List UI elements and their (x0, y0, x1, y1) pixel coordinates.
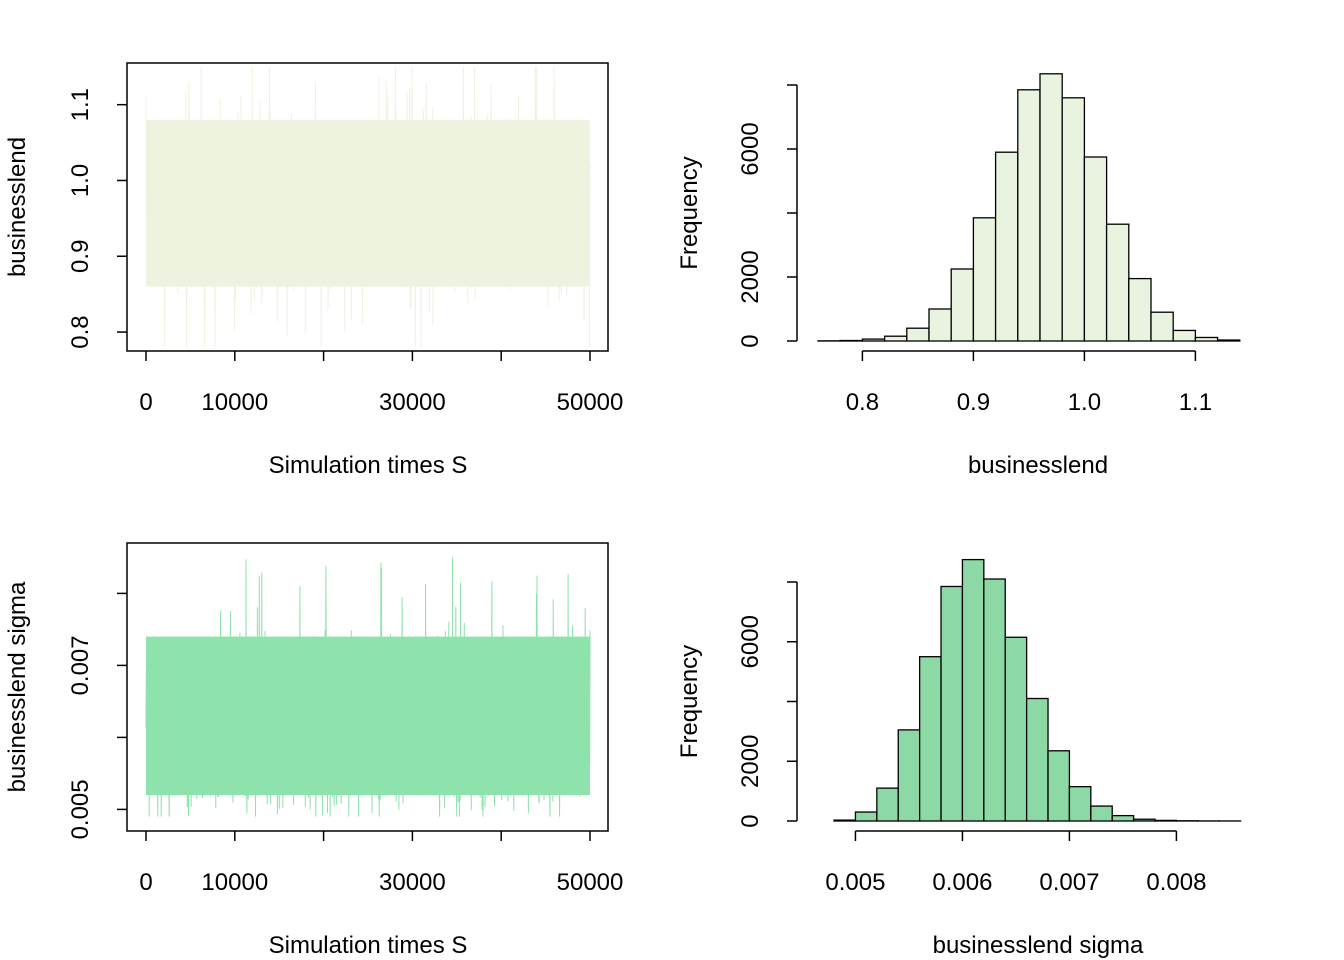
trace-band (146, 119, 590, 287)
x-tick-label: 0.9 (957, 389, 990, 416)
histogram-bar (983, 578, 1006, 822)
x-tick-label: 30000 (379, 869, 446, 896)
x-tick-label: 0.007 (1039, 869, 1099, 896)
x-tick-label: 0.008 (1146, 869, 1206, 896)
histogram-bar (1090, 805, 1113, 822)
x-tick-label: 10000 (201, 389, 268, 416)
x-axis-label: Simulation times S (269, 932, 468, 959)
panel-1: 0 10000 30000 50000 0.8 0.9 1.0 1.1 Simulation t… (4, 62, 624, 479)
x-tick-label: 1.1 (1179, 389, 1212, 416)
x-tick-label: 0.8 (846, 389, 879, 416)
histogram-bar (950, 268, 975, 342)
histogram-bar (961, 558, 985, 822)
trace-band (146, 636, 590, 795)
y-tick-label: 0.9 (67, 240, 94, 273)
x-tick-label: 30000 (379, 389, 446, 416)
x-axis-label: Simulation times S (269, 452, 468, 479)
histogram-bar (1154, 819, 1178, 822)
y-tick-label: 1.1 (67, 88, 94, 121)
histogram-bar (897, 729, 921, 822)
x-tick-label: 0 (139, 869, 152, 896)
y-tick-label: 6000 (737, 122, 764, 175)
x-axis-label: businesslend (968, 452, 1108, 479)
histogram-bar (883, 335, 908, 342)
panel-3: 0 10000 30000 50000 0.005 0.007 Simulation tim… (4, 542, 624, 959)
histogram-bar (1061, 97, 1086, 342)
histogram-bar (1047, 750, 1071, 822)
x-tick-label: 0.006 (932, 869, 992, 896)
y-tick-label: 0.005 (67, 779, 94, 839)
plot-box (126, 542, 609, 832)
histogram-bar (918, 656, 942, 822)
histogram-bar (1083, 156, 1108, 342)
histogram-bar (972, 217, 997, 342)
histogram-bar (861, 338, 886, 342)
histogram-bar (876, 787, 899, 822)
histogram-bar (906, 327, 930, 342)
histogram-bar (928, 308, 952, 342)
x-axis-label: businesslend sigma (933, 932, 1144, 959)
histogram-bar (1025, 697, 1049, 822)
x-tick-label: 50000 (557, 389, 624, 416)
x-tick-label: 10000 (201, 869, 268, 896)
y-tick-label: 0 (737, 334, 764, 347)
histogram-bar (1111, 814, 1135, 822)
plot-box (126, 62, 609, 352)
histogram-bar (1132, 818, 1156, 822)
histogram-bar (1039, 73, 1063, 342)
histogram-bar (1004, 636, 1028, 822)
histogram-bar (1128, 277, 1152, 342)
panel-4: 0.005 0.006 0.007 0.008 0 2000 6000 businesslen… (676, 558, 1242, 959)
y-axis-label: businesslend sigma (4, 581, 31, 792)
y-axis-label: Frequency (676, 156, 703, 269)
y-axis-label: Frequency (676, 645, 703, 758)
x-tick-label: 1.0 (1068, 389, 1101, 416)
histogram-bar (994, 151, 1019, 342)
histogram-bar (1150, 311, 1174, 342)
x-tick-label: 50000 (557, 869, 624, 896)
y-tick-label: 0 (737, 814, 764, 827)
histogram-bar (833, 819, 857, 822)
histogram-bar (940, 585, 964, 822)
histogram-bar (1194, 336, 1219, 342)
y-tick-label: 1.0 (67, 164, 94, 197)
y-tick-label: 0.8 (67, 315, 94, 348)
histogram-bar (1105, 223, 1130, 342)
x-tick-label: 0.005 (825, 869, 885, 896)
histogram-bar (1068, 785, 1092, 822)
y-axis-label: businesslend (4, 137, 31, 277)
panel-2: 0.8 0.9 1.0 1.1 0 2000 6000 businesslend Frequen… (676, 73, 1241, 479)
histogram-bar (1216, 339, 1241, 342)
histogram-bar (1017, 89, 1041, 342)
y-tick-label: 6000 (737, 615, 764, 668)
y-tick-label: 2000 (737, 735, 764, 788)
histogram-bar (854, 811, 878, 822)
y-tick-label: 0.007 (67, 635, 94, 695)
histogram-bar (1172, 329, 1197, 342)
x-tick-label: 0 (139, 389, 152, 416)
y-tick-label: 2000 (737, 250, 764, 303)
